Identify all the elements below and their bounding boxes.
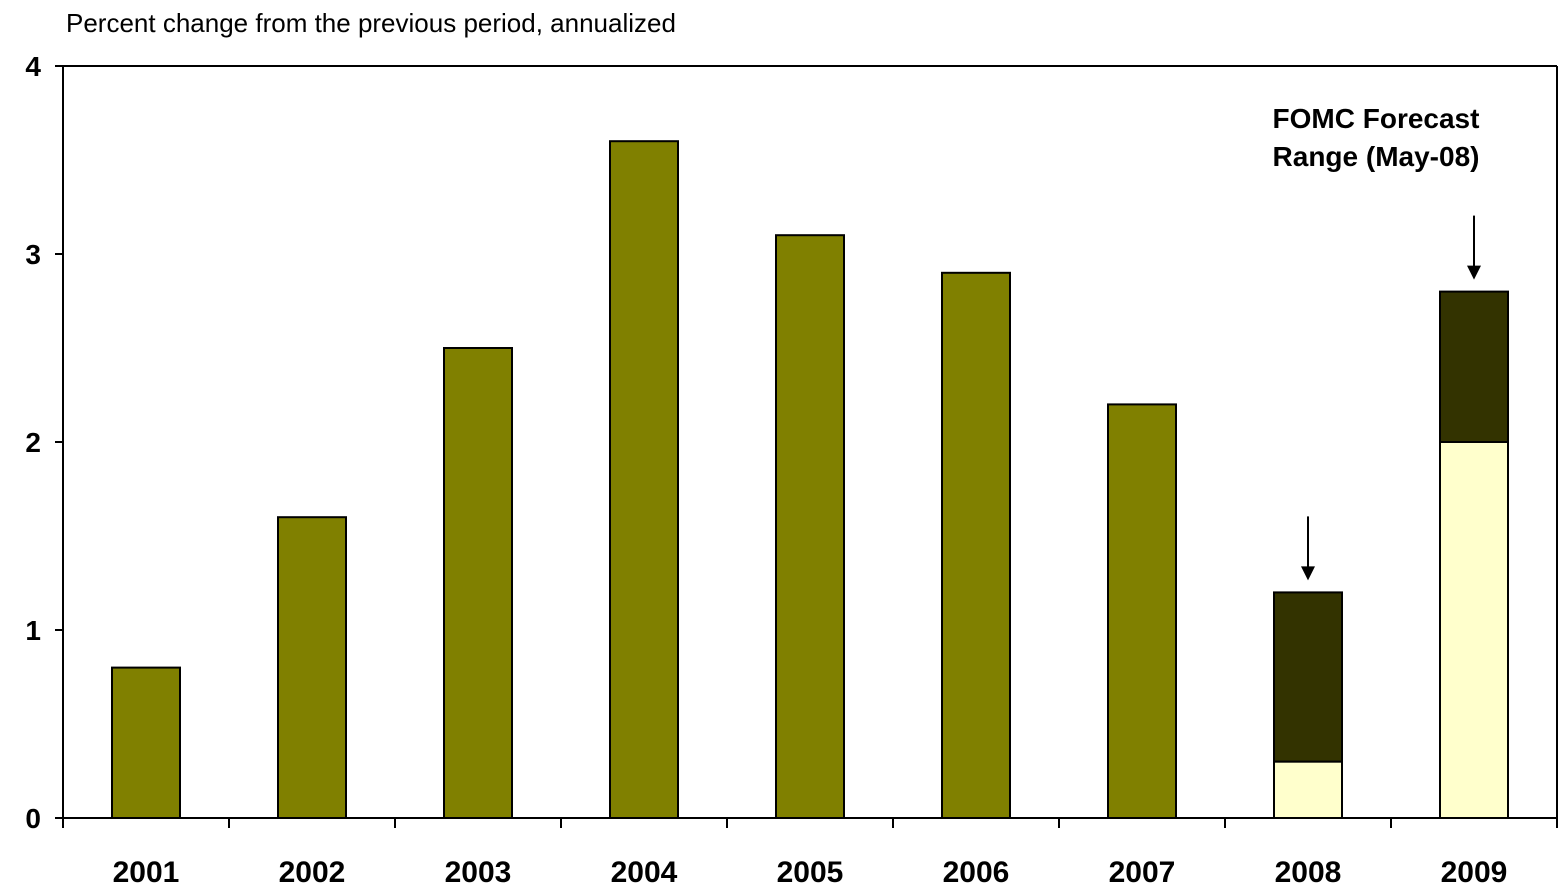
x-tick-label-2004: 2004 [611,856,678,887]
forecast-arrow-head-2008 [1301,566,1315,581]
range-lower-2009 [1439,441,1509,819]
x-tick-label-2005: 2005 [777,856,844,887]
x-tick-label-2006: 2006 [943,856,1010,887]
x-tick-label-2007: 2007 [1109,856,1176,887]
range-upper-2008 [1273,591,1343,763]
y-tick-label: 1 [25,615,41,646]
x-tick-label-2003: 2003 [445,856,512,887]
bar-2001 [111,666,181,819]
y-tick-label: 3 [25,239,41,270]
range-lower-2008 [1273,760,1343,819]
bar-2005 [775,234,845,819]
x-tick-label-2001: 2001 [113,856,180,887]
bar-2002 [277,516,347,819]
y-tick-label: 2 [25,427,41,458]
x-tick-label-2009: 2009 [1441,856,1508,887]
x-tick-label-2008: 2008 [1275,856,1342,887]
chart-subtitle: Percent change from the previous period,… [66,8,676,38]
x-tick-label-2002: 2002 [279,856,346,887]
y-tick-label: 4 [25,51,41,82]
forecast-annotation-line2: Range (May-08) [1272,141,1480,172]
bar-2006 [941,271,1011,819]
forecast-annotation: FOMC Forecast Range (May-08) [1228,100,1524,176]
y-tick-label: 0 [25,803,41,834]
bar-2007 [1107,403,1177,819]
forecast-arrow-head-2009 [1467,265,1481,280]
bar-2003 [443,347,513,819]
range-upper-2009 [1439,290,1509,443]
forecast-annotation-line1: FOMC Forecast [1272,103,1480,134]
bar-2004 [609,140,679,819]
